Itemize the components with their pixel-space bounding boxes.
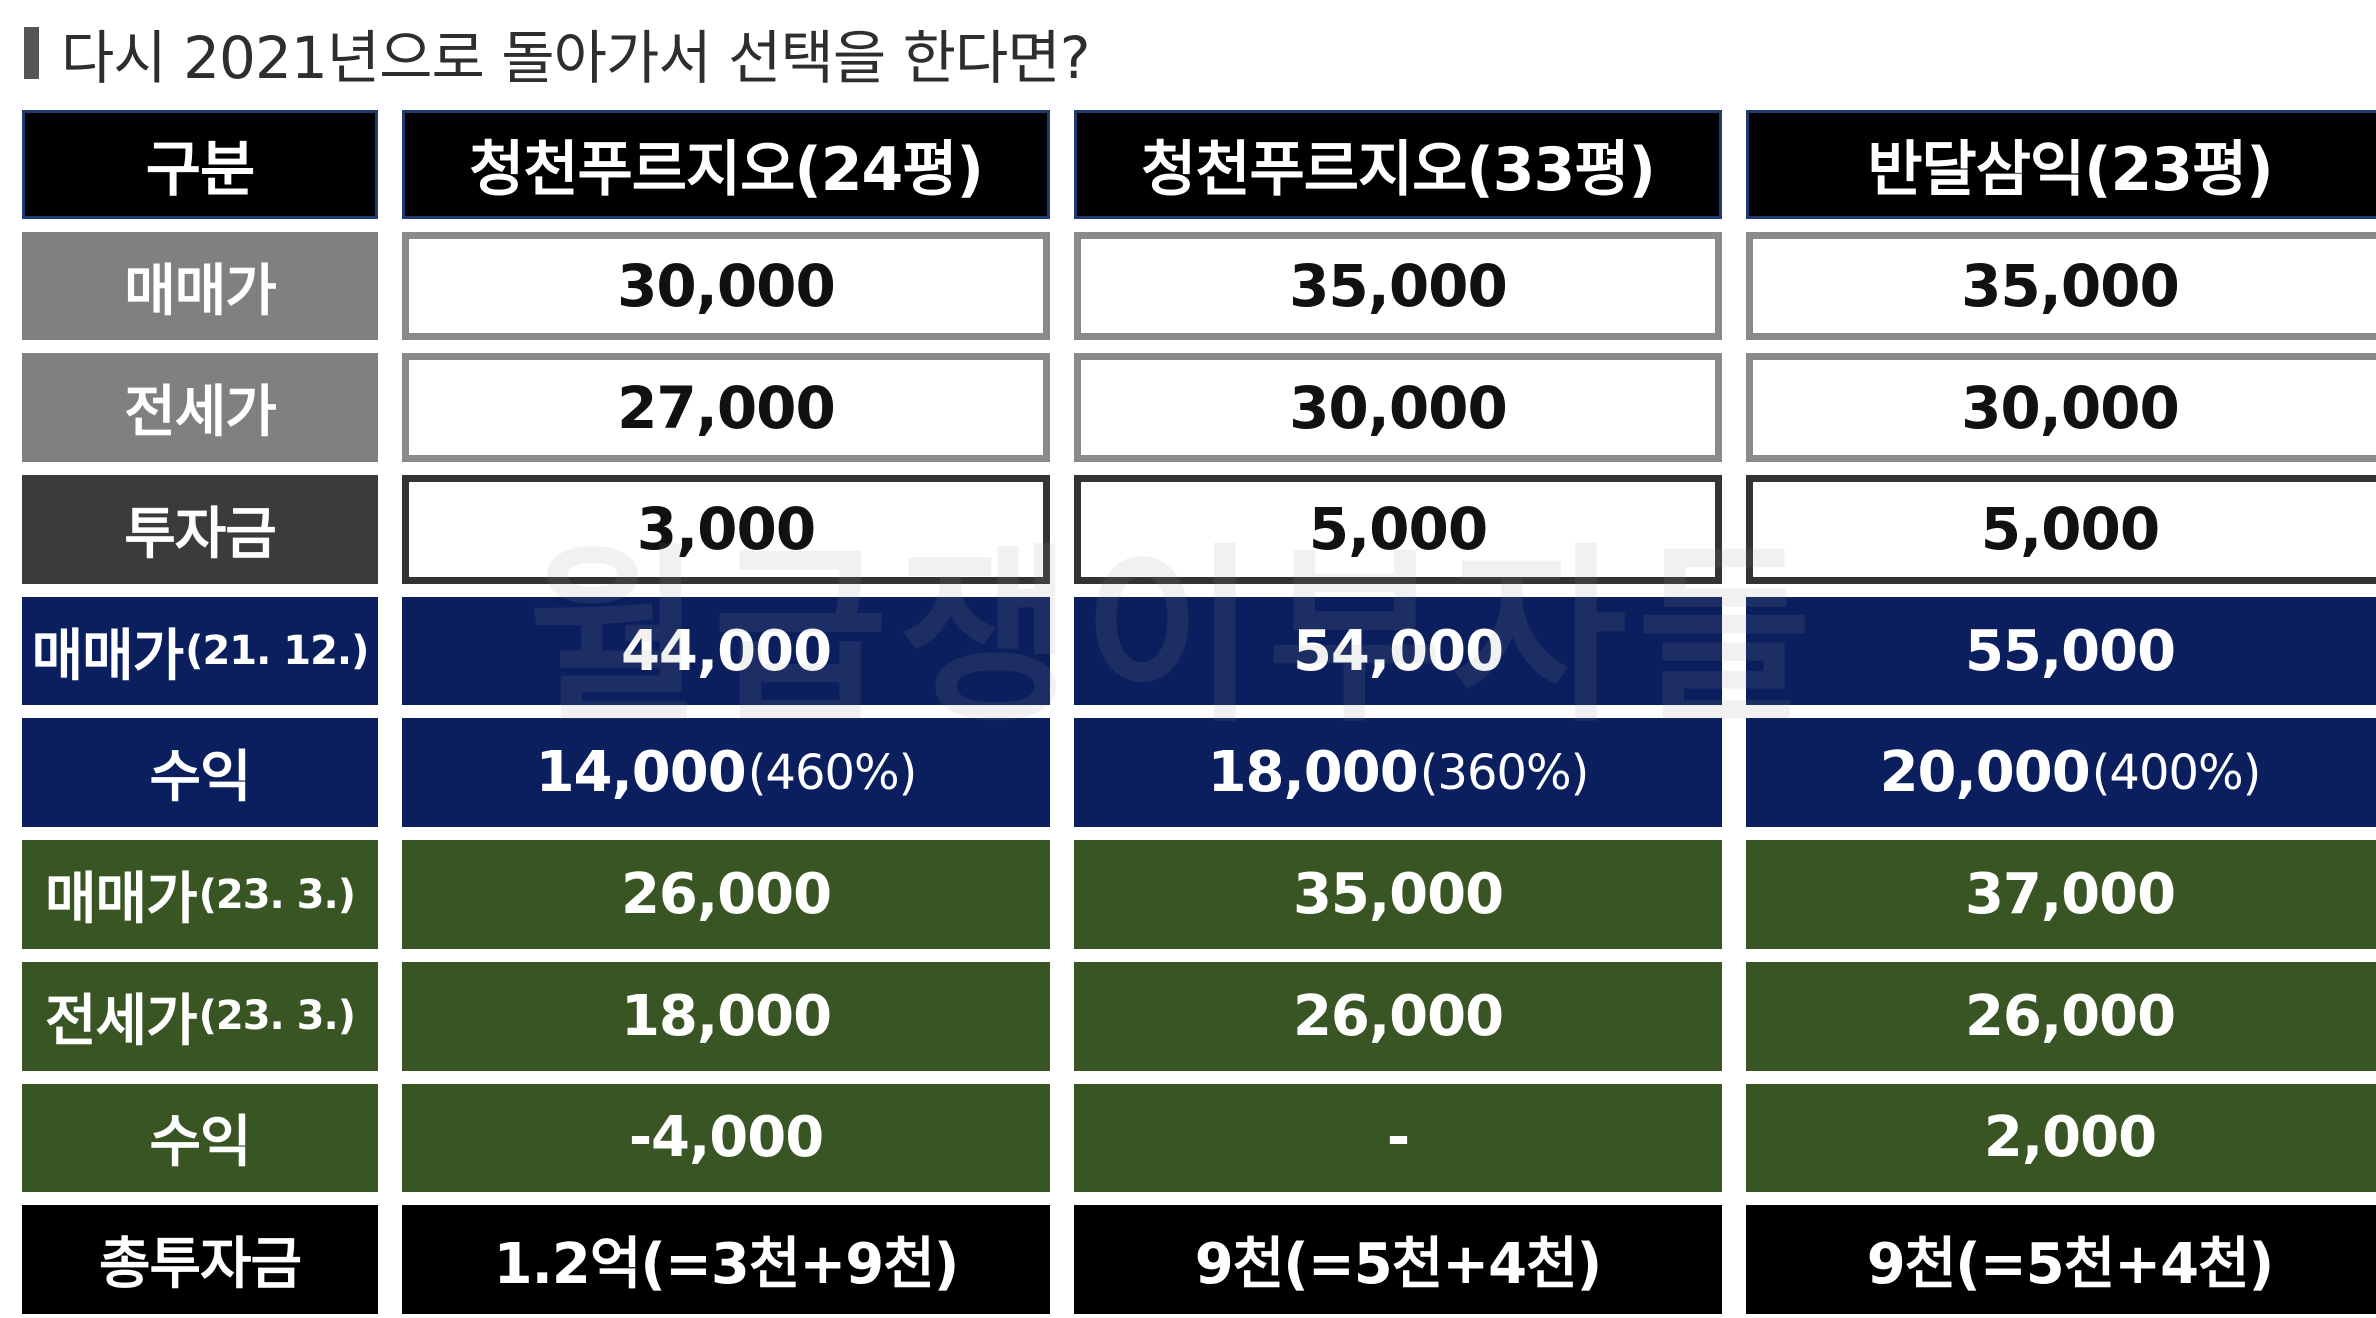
table-cell: 35,000 <box>1746 231 2376 341</box>
heading-accent-bar <box>24 27 39 79</box>
table-cell: 54,000 <box>1074 596 1722 706</box>
row-label-jeonse-price: 전세가 <box>22 353 378 463</box>
table-cell: 2,000 <box>1746 1083 2376 1193</box>
table-cell: 9천(=5천+4천) <box>1746 1205 2376 1314</box>
table-cell: -4,000 <box>402 1083 1050 1193</box>
comparison-table: 구분 청천푸르지오(24평) 청천푸르지오(33평) 반달삼익(23평) 매매가… <box>22 110 2376 1314</box>
header-category: 구분 <box>22 110 378 219</box>
table-cell: 26,000 <box>1074 961 1722 1071</box>
row-label-investment: 투자금 <box>22 475 378 584</box>
table-cell: - <box>1074 1083 1722 1193</box>
table-cell: 55,000 <box>1746 596 2376 706</box>
row-label-profit-2021: 수익 <box>22 718 378 828</box>
row-label-total-investment: 총투자금 <box>22 1205 378 1314</box>
table-cell: 5,000 <box>1074 475 1722 584</box>
table-cell: 37,000 <box>1746 840 2376 949</box>
row-label-sale-price-2021: 매매가 (21. 12.) <box>22 596 378 706</box>
row-label-sale-price: 매매가 <box>22 231 378 341</box>
table-cell: 1.2억(=3천+9천) <box>402 1205 1050 1314</box>
table-cell: 3,000 <box>402 475 1050 584</box>
table-cell: 27,000 <box>402 353 1050 463</box>
header-bandal-23: 반달삼익(23평) <box>1746 110 2376 219</box>
table-cell: 35,000 <box>1074 231 1722 341</box>
row-label-jeonse-price-2023: 전세가 (23. 3.) <box>22 961 378 1071</box>
page-heading: 다시 2021년으로 돌아가서 선택을 한다면? <box>24 8 1091 98</box>
table-cell: 30,000 <box>1074 353 1722 463</box>
table-cell: 18,000 <box>402 961 1050 1071</box>
header-cheongcheon-33: 청천푸르지오(33평) <box>1074 110 1722 219</box>
table-cell: 5,000 <box>1746 475 2376 584</box>
table-cell: 30,000 <box>1746 353 2376 463</box>
table-cell: 9천(=5천+4천) <box>1074 1205 1722 1314</box>
table-cell: 20,000 (400%) <box>1746 718 2376 828</box>
header-cheongcheon-24: 청천푸르지오(24평) <box>402 110 1050 219</box>
table-cell: 18,000 (360%) <box>1074 718 1722 828</box>
table-cell: 35,000 <box>1074 840 1722 949</box>
table-cell: 14,000 (460%) <box>402 718 1050 828</box>
row-label-profit-2023: 수익 <box>22 1083 378 1193</box>
table-cell: 30,000 <box>402 231 1050 341</box>
table-cell: 26,000 <box>1746 961 2376 1071</box>
table-cell: 26,000 <box>402 840 1050 949</box>
page-title: 다시 2021년으로 돌아가서 선택을 한다면? <box>61 24 1091 92</box>
table-cell: 44,000 <box>402 596 1050 706</box>
row-label-sale-price-2023: 매매가 (23. 3.) <box>22 840 378 949</box>
